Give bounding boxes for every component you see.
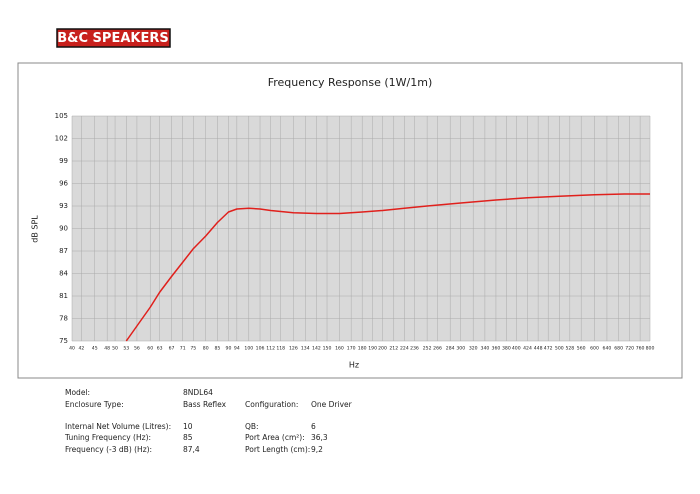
y-tick-label: 96: [59, 180, 68, 188]
x-tick-label: 528: [565, 346, 574, 352]
x-tick-label: 448: [534, 346, 543, 352]
x-tick-label: 118: [276, 346, 285, 352]
spec-value: 87,4: [183, 445, 200, 454]
x-tick-label: 720: [625, 346, 634, 352]
y-tick-label: 84: [59, 270, 68, 278]
spec-value: 8NDL64: [183, 388, 213, 397]
x-tick-label: 45: [92, 346, 98, 352]
x-tick-label: 134: [301, 346, 310, 352]
x-tick-label: 500: [555, 346, 564, 352]
x-tick-label: 112: [266, 346, 275, 352]
x-tick-label: 320: [469, 346, 478, 352]
x-tick-label: 266: [433, 346, 442, 352]
x-tick-label: 150: [323, 346, 332, 352]
logo: B&C SPEAKERS: [57, 31, 168, 46]
x-tick-label: 600: [590, 346, 599, 352]
x-tick-label: 680: [614, 346, 623, 352]
x-tick-label: 75: [190, 346, 196, 352]
spec-value: 36,3: [311, 433, 328, 442]
spec-label: Configuration:: [245, 400, 298, 409]
x-tick-label: 212: [389, 346, 398, 352]
x-tick-label: 560: [577, 346, 586, 352]
y-tick-label: 87: [59, 247, 68, 255]
spec-label: Tuning Frequency (Hz):: [64, 433, 151, 442]
spec-label: Internal Net Volume (Litres):: [65, 422, 171, 431]
x-tick-label: 252: [423, 346, 432, 352]
x-tick-label: 180: [358, 346, 367, 352]
spec-label: Frequency (-3 dB) (Hz):: [65, 445, 152, 454]
x-tick-label: 640: [603, 346, 612, 352]
spec-label: Port Area (cm²):: [245, 433, 305, 442]
spec-label: Port Length (cm):: [245, 445, 310, 454]
x-tick-label: 94: [234, 346, 240, 352]
spec-label: Model:: [65, 388, 90, 397]
x-tick-label: 400: [512, 346, 521, 352]
x-tick-label: 40: [69, 346, 75, 352]
x-tick-label: 80: [203, 346, 209, 352]
x-tick-label: 100: [244, 346, 253, 352]
x-tick-label: 67: [169, 346, 175, 352]
x-tick-label: 472: [544, 346, 553, 352]
x-tick-label: 424: [523, 346, 532, 352]
logo-box: [56, 28, 171, 48]
spec-value: 6: [311, 422, 316, 431]
x-tick-label: 53: [123, 346, 129, 352]
x-tick-label: 71: [180, 346, 186, 352]
y-tick-label: 81: [59, 292, 68, 300]
y-tick-label: 99: [59, 157, 68, 165]
x-tick-label: 50: [112, 346, 118, 352]
x-tick-label: 200: [378, 346, 387, 352]
y-tick-label: 102: [55, 135, 68, 143]
y-tick-label: 75: [59, 337, 68, 345]
x-tick-label: 170: [347, 346, 356, 352]
x-tick-label: 60: [147, 346, 153, 352]
x-tick-label: 63: [157, 346, 163, 352]
spec-label: Enclosure Type:: [65, 400, 124, 409]
x-tick-label: 360: [492, 346, 501, 352]
x-tick-label: 300: [456, 346, 465, 352]
spec-value: Bass Reflex: [183, 400, 227, 409]
chart-title: Frequency Response (1W/1m): [268, 76, 433, 89]
x-tick-label: 90: [226, 346, 232, 352]
y-tick-label: 93: [59, 202, 68, 210]
response-curve: [125, 193, 650, 342]
x-tick-label: 48: [104, 346, 110, 352]
x-tick-label: 380: [502, 346, 511, 352]
x-tick-label: 284: [446, 346, 455, 352]
x-tick-label: 340: [481, 346, 490, 352]
x-tick-label: 224: [400, 346, 409, 352]
spec-value: One Driver: [311, 400, 353, 409]
x-tick-label: 190: [368, 346, 377, 352]
spec-value: 9,2: [311, 445, 323, 454]
x-axis-label: Hz: [349, 361, 359, 370]
spec-label: QB:: [245, 422, 259, 431]
y-axis-label: dB SPL: [31, 215, 40, 243]
x-tick-label: 160: [335, 346, 344, 352]
spec-value: 10: [183, 422, 193, 431]
y-tick-label: 105: [55, 112, 68, 120]
x-tick-label: 85: [215, 346, 221, 352]
x-tick-label: 126: [289, 346, 298, 352]
y-tick-label: 78: [59, 315, 68, 323]
x-tick-label: 42: [78, 346, 84, 352]
x-tick-label: 760: [636, 346, 645, 352]
x-tick-label: 106: [256, 346, 265, 352]
x-tick-label: 800: [646, 346, 655, 352]
x-tick-label: 56: [134, 346, 140, 352]
x-tick-label: 142: [312, 346, 321, 352]
y-tick-label: 90: [59, 225, 68, 233]
spec-value: 85: [183, 433, 193, 442]
x-tick-label: 236: [410, 346, 419, 352]
